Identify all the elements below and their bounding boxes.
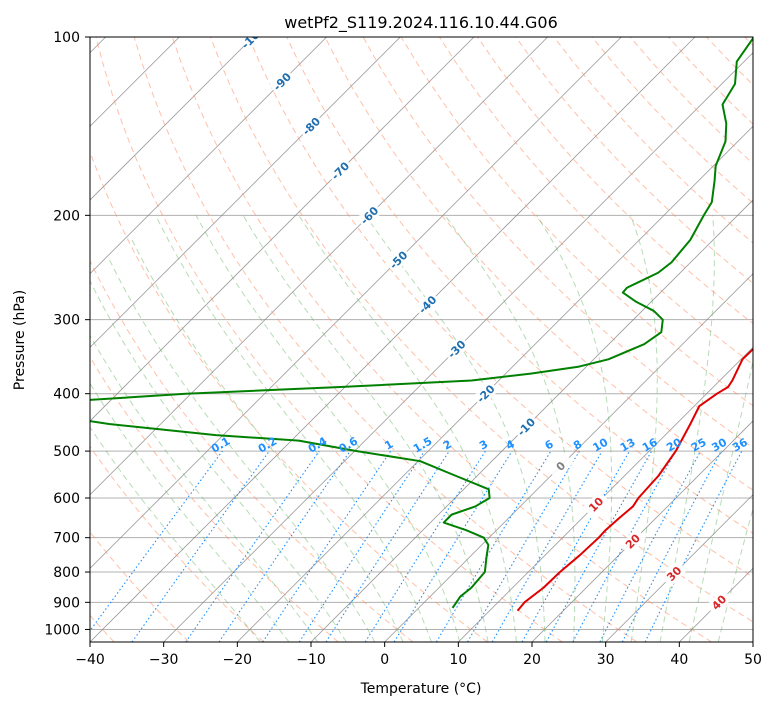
- y-tick-label: 400: [53, 387, 80, 403]
- dry-adiabat-line: [90, 356, 339, 642]
- dry-adiabat-line: [515, 37, 753, 284]
- isotherm-label-bg: [326, 157, 354, 185]
- moist-adiabat-line: [90, 279, 347, 642]
- plot-frame: [89, 36, 754, 643]
- mixing-ratio-line: [185, 450, 320, 642]
- isotherm-line: [90, 37, 622, 569]
- x-tick-label: −10: [296, 652, 326, 668]
- isotherm-label-bg: [268, 68, 296, 96]
- y-tick-label: 200: [53, 208, 80, 224]
- mixing-ratio-line: [131, 450, 270, 642]
- mixing-ratio-line: [298, 450, 425, 642]
- isotherm-line: [237, 125, 753, 642]
- isotherm-label-bg: [619, 527, 647, 555]
- dry-adiabat-line: [133, 37, 638, 642]
- y-tick-label: 100: [53, 30, 80, 46]
- mixing-ratio-line: [90, 450, 223, 632]
- moist-adiabat-line: [107, 256, 376, 642]
- y-tick-label: 700: [53, 531, 80, 547]
- dewpoint-profile-line: [90, 37, 753, 609]
- moist-adiabat-line: [364, 215, 546, 642]
- mixing-ratio-line: [521, 450, 630, 642]
- isotherm-line: [90, 37, 696, 642]
- isotherm-label-bg: [582, 490, 610, 518]
- moist-adiabat-line: [630, 215, 658, 642]
- isotherm-line: [163, 52, 753, 642]
- dry-adiabat-line: [286, 37, 753, 534]
- x-tick-label: −40: [75, 652, 105, 668]
- isotherm-line: [90, 37, 475, 422]
- isotherm-line: [605, 494, 753, 642]
- x-axis-label: Temperature (°C): [360, 681, 482, 697]
- dry-adiabat-line: [90, 259, 414, 642]
- y-tick-label: 1000: [44, 622, 80, 638]
- mixing-ratio-line: [262, 450, 392, 642]
- moist-adiabat-line: [155, 215, 432, 642]
- x-tick-label: 30: [597, 652, 615, 668]
- dry-adiabat-line: [324, 37, 753, 491]
- y-tick-label: 900: [53, 595, 80, 611]
- chart-title: wetPf2_S119.2024.116.10.44.G06: [284, 13, 558, 33]
- mixing-ratio-line: [644, 450, 743, 642]
- isotherm-line: [90, 37, 401, 348]
- moist-adiabat-line: [90, 426, 261, 642]
- isotherm-label-bg: [355, 201, 383, 229]
- isotherm-label-bg: [384, 246, 412, 274]
- mixing-ratio-line: [393, 450, 513, 642]
- x-axis: −40 −30 −20 −10 0 10 20 30 40 50: [75, 642, 762, 668]
- isotherm-label-bg: [512, 413, 540, 441]
- isotherm-label-bg: [705, 588, 733, 616]
- moist-adiabat-line: [90, 382, 290, 642]
- isotherm-line: [90, 37, 327, 275]
- moist-adiabat-line: [242, 215, 489, 642]
- dry-adiabat-line: [171, 37, 712, 642]
- x-tick-label: −20: [223, 652, 253, 668]
- x-tick-label: 0: [380, 652, 389, 668]
- isotherm-label-bg: [239, 37, 267, 51]
- isotherm-label-bg: [414, 291, 441, 318]
- isotherm-line: [90, 37, 548, 496]
- y-axis-label: Pressure (hPa): [12, 290, 28, 390]
- mixing-ratio-line: [325, 450, 450, 642]
- isotherm-line: [458, 346, 753, 642]
- isotherm-line: [90, 37, 254, 201]
- y-tick-label: 800: [53, 565, 80, 581]
- x-tick-label: 40: [670, 652, 688, 668]
- mixing-ratio-line: [545, 450, 653, 642]
- moist-adiabat-line: [195, 215, 461, 642]
- y-tick-label: 300: [53, 313, 80, 329]
- sounding-profiles: [90, 37, 753, 612]
- dry-adiabat-line: [90, 445, 264, 642]
- isotherm-label-bg: [443, 335, 470, 363]
- y-tick-label: 500: [53, 444, 80, 460]
- isotherm-label-bg: [472, 380, 500, 408]
- dry-adiabat-line: [95, 37, 563, 642]
- x-tick-label: 10: [449, 652, 467, 668]
- isotherm-label-bg: [660, 560, 688, 588]
- moist-adiabat-line: [536, 215, 613, 642]
- dry-adiabat-line: [248, 37, 753, 578]
- isotherm-label-bg: [547, 452, 575, 480]
- y-tick-label: 600: [53, 491, 80, 507]
- isotherm-label-bg: [297, 112, 325, 140]
- moist-adiabat-line: [131, 239, 404, 642]
- x-tick-label: −30: [149, 652, 179, 668]
- y-axis: 100 200 300 400 500 600 700 800 900 1000: [44, 30, 90, 638]
- moist-adiabat-line: [444, 215, 576, 642]
- temperature-profile-line: [516, 347, 753, 612]
- moist-adiabat-line: [659, 215, 715, 642]
- mixing-ratio-line: [218, 450, 351, 642]
- moist-adiabat-line: [90, 334, 319, 642]
- mixing-ratio-line: [572, 450, 677, 642]
- x-tick-label: 20: [523, 652, 541, 668]
- x-tick-label: 50: [744, 652, 762, 668]
